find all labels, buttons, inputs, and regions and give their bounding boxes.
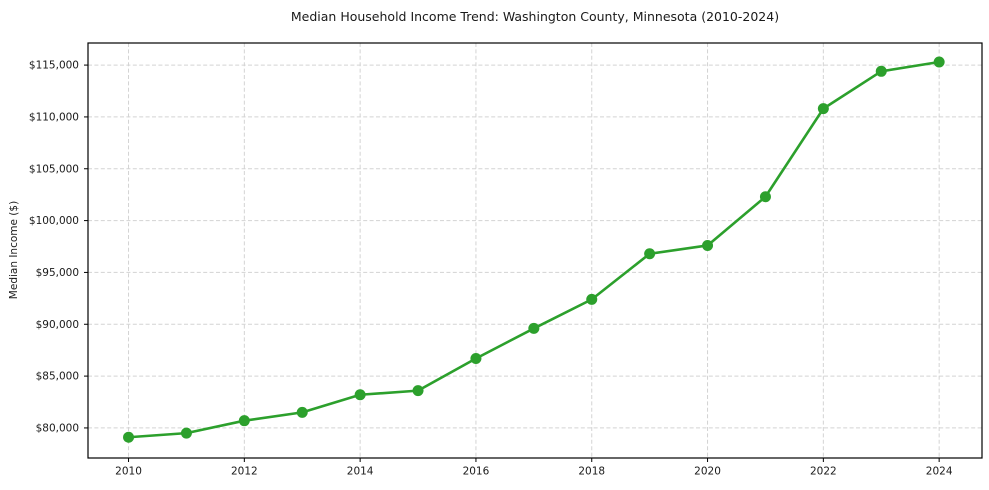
x-tick-label: 2018	[578, 466, 605, 478]
y-tick-label: $115,000	[29, 60, 79, 72]
data-line	[127, 60, 941, 439]
y-tick-label: $105,000	[29, 163, 79, 175]
y-tick-label: $90,000	[36, 319, 79, 331]
data-point	[933, 56, 945, 68]
x-tick-label: 2012	[231, 466, 258, 478]
plot-border	[87, 42, 983, 459]
x-tick-label: 2020	[694, 466, 721, 478]
y-tick-label: $100,000	[29, 215, 79, 227]
y-tick-label: $110,000	[29, 111, 79, 123]
chart-title: Median Household Income Trend: Washingto…	[290, 9, 780, 24]
data-point	[123, 431, 135, 443]
x-tick-label: 2022	[810, 466, 837, 478]
data-point	[875, 65, 887, 77]
y-tick-label: $80,000	[36, 422, 79, 434]
data-point	[644, 248, 656, 260]
x-tick-label: 2024	[926, 466, 953, 478]
data-point	[354, 389, 366, 401]
data-point	[528, 322, 540, 334]
data-point	[702, 239, 714, 251]
data-point	[180, 427, 192, 439]
data-point	[817, 103, 829, 115]
data-point	[759, 191, 771, 203]
y-tick-label: $95,000	[36, 267, 79, 279]
data-point	[412, 385, 424, 397]
y-tick-label: $85,000	[36, 371, 79, 383]
x-tick-label: 2010	[115, 466, 142, 478]
x-tick-label: 2014	[347, 466, 374, 478]
x-tick-label: 2016	[463, 466, 490, 478]
data-point	[470, 352, 482, 364]
data-point	[586, 293, 598, 305]
data-point	[238, 415, 250, 427]
data-point	[296, 406, 308, 418]
